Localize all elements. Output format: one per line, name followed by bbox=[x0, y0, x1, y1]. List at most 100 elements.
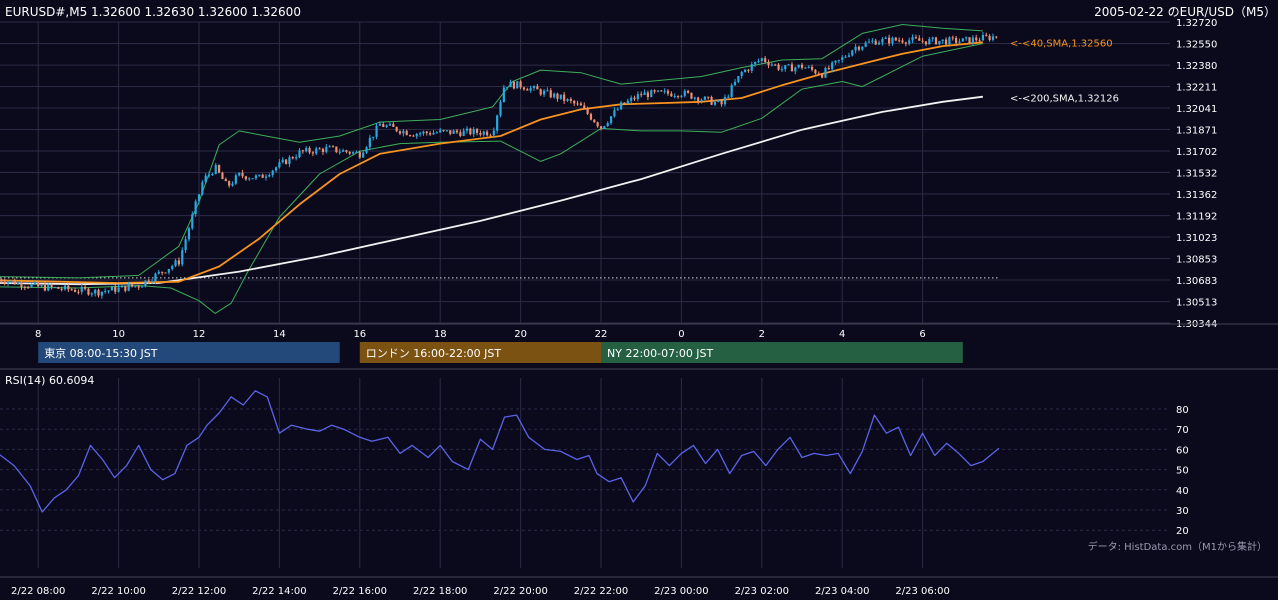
candle bbox=[455, 129, 459, 134]
candle-body bbox=[392, 123, 395, 127]
candle bbox=[408, 134, 412, 137]
candle-body bbox=[419, 133, 422, 135]
candle-body bbox=[321, 148, 325, 153]
candle-body bbox=[402, 130, 405, 134]
price-tick-label: 1.31532 bbox=[1176, 169, 1217, 180]
candle bbox=[767, 59, 770, 69]
candle-body bbox=[181, 250, 184, 265]
candle bbox=[814, 69, 817, 75]
candle bbox=[392, 121, 395, 127]
candle bbox=[542, 88, 546, 97]
candle bbox=[827, 65, 830, 70]
candle-body bbox=[405, 130, 408, 136]
bollinger-lower-band bbox=[0, 43, 984, 314]
candle bbox=[469, 127, 472, 136]
candle-body bbox=[807, 66, 810, 68]
candle bbox=[991, 33, 995, 42]
candle-body bbox=[408, 135, 412, 137]
candle-body bbox=[536, 86, 539, 90]
candle-body bbox=[854, 46, 857, 51]
candle bbox=[556, 92, 559, 102]
candle-body bbox=[30, 284, 33, 288]
candle bbox=[797, 64, 800, 69]
candle-body bbox=[70, 289, 73, 291]
candle-body bbox=[398, 131, 402, 134]
price-tick-label: 1.32550 bbox=[1176, 40, 1217, 51]
candle-body bbox=[53, 287, 57, 289]
candle bbox=[288, 155, 291, 168]
candle bbox=[134, 285, 137, 288]
candle bbox=[338, 148, 341, 155]
candle bbox=[569, 97, 572, 104]
candle bbox=[362, 150, 365, 158]
candle bbox=[596, 121, 599, 128]
candle-body bbox=[462, 130, 465, 136]
candle-body bbox=[754, 61, 757, 65]
candle bbox=[328, 144, 331, 148]
candle-body bbox=[6, 281, 10, 284]
candle bbox=[589, 112, 593, 121]
candle bbox=[80, 283, 83, 295]
candle-body bbox=[837, 59, 840, 61]
candle bbox=[43, 282, 47, 292]
candle-body bbox=[509, 81, 512, 88]
candle-body bbox=[797, 64, 800, 68]
candle bbox=[713, 99, 717, 107]
candle-body bbox=[238, 172, 241, 176]
candle-body bbox=[687, 90, 690, 93]
candle bbox=[978, 37, 981, 43]
rsi-tick-label: 30 bbox=[1176, 506, 1189, 517]
candle-body bbox=[502, 87, 505, 103]
candle bbox=[449, 130, 452, 136]
price-tick-label: 1.30513 bbox=[1176, 298, 1217, 309]
candle-body bbox=[114, 286, 117, 292]
candle bbox=[881, 37, 884, 46]
candle-body bbox=[553, 93, 556, 98]
candle-body bbox=[244, 176, 248, 180]
candle-body bbox=[918, 38, 921, 41]
candle bbox=[499, 99, 502, 118]
candle bbox=[549, 88, 552, 99]
candle-body bbox=[385, 125, 388, 127]
candle bbox=[851, 49, 854, 57]
candle-body bbox=[646, 92, 650, 98]
candle bbox=[831, 61, 834, 73]
candle bbox=[680, 94, 683, 99]
candle-body bbox=[264, 176, 268, 178]
candle bbox=[666, 89, 670, 96]
candle-body bbox=[733, 81, 737, 86]
candle bbox=[422, 130, 425, 136]
candle-body bbox=[80, 286, 83, 292]
candle-body bbox=[492, 130, 495, 136]
candle-body bbox=[10, 280, 13, 282]
candle-body bbox=[834, 60, 837, 63]
candle-body bbox=[13, 280, 16, 285]
candle bbox=[660, 90, 663, 92]
candle bbox=[100, 291, 103, 299]
time-tick-label: 6 bbox=[919, 329, 925, 340]
time-tick-label: 16 bbox=[353, 329, 366, 340]
candle bbox=[53, 286, 57, 289]
candle bbox=[864, 40, 867, 48]
candle-body bbox=[958, 41, 961, 43]
main-price-plot[interactable]: <-<40,SMA,1.32560 <-<200,SMA,1.32126 bbox=[0, 24, 1119, 314]
candle-body bbox=[254, 175, 258, 179]
candle bbox=[244, 175, 248, 181]
candle bbox=[127, 281, 130, 292]
bottom-time-label: 2/22 12:00 bbox=[172, 586, 226, 597]
candle bbox=[161, 271, 164, 276]
candle-body bbox=[43, 284, 47, 291]
candle-body bbox=[100, 291, 103, 296]
candle bbox=[211, 172, 214, 176]
candle-body bbox=[455, 130, 459, 133]
rsi-plot[interactable]: 80 70 60 50 40 30 20 2/22 08:00 2/22 10:00 2/22 1… bbox=[0, 390, 1189, 597]
candle bbox=[630, 95, 633, 104]
candle-body bbox=[335, 146, 338, 153]
candle-body bbox=[633, 97, 636, 100]
candle-body bbox=[231, 183, 234, 186]
candle bbox=[754, 61, 757, 67]
candle-body bbox=[372, 136, 375, 138]
candle-body bbox=[40, 284, 43, 287]
